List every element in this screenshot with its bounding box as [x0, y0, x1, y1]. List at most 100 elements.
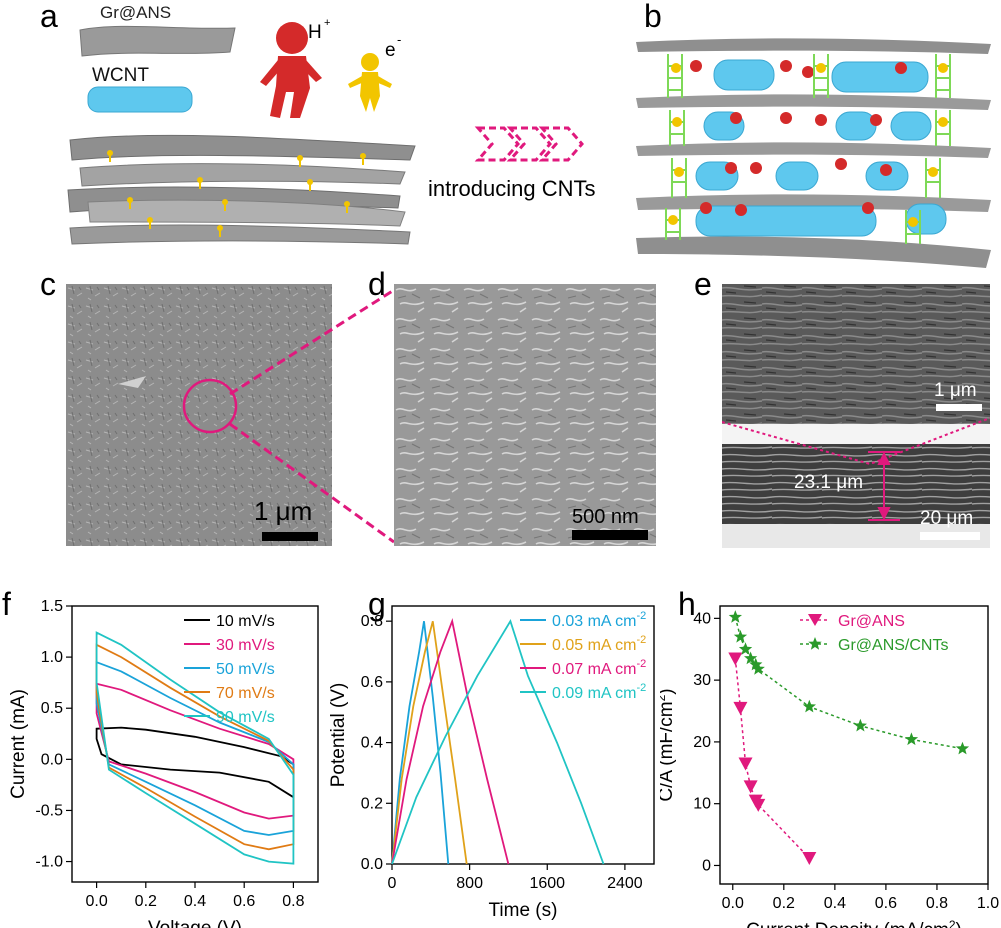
data-point-h-1: [955, 741, 970, 755]
y-tick-label-f: 1.0: [41, 649, 63, 666]
panel-letter-c: c: [40, 266, 56, 302]
chevron-arrows-icon: [474, 126, 584, 162]
y-tick-label-f: 0.5: [41, 700, 63, 717]
legend-label-f-3: 70 mV/s: [216, 685, 275, 702]
legend-label-g-3: 0.09 mA cm-2: [552, 682, 646, 702]
y-tick-label-f: -0.5: [35, 802, 63, 819]
x-axis-label-f: Voltage (V): [148, 918, 242, 928]
panel-letter-g: g: [368, 586, 386, 622]
data-point-h-1: [744, 651, 758, 665]
y-axis-label-f: Current (mA): [8, 689, 29, 799]
data-point-h-1: [853, 718, 867, 732]
y-tick-label-f: -1.0: [35, 854, 63, 871]
legend-label-g-1: 0.05 mA cm-2: [552, 634, 646, 654]
scalebar-label-c: 1 μm: [254, 496, 313, 526]
y-axis-label-g: Potential (V): [330, 683, 349, 788]
x-tick-label-h: 0.4: [824, 895, 846, 912]
y-tick-label-g: 0.6: [361, 674, 383, 691]
x-tick-label-h: 0.2: [773, 895, 795, 912]
stacked-sheets-icon: [67, 134, 416, 245]
x-tick-label-h: 1.0: [977, 895, 999, 912]
legend-label-g-2: 0.07 mA cm-2: [552, 658, 646, 678]
y-tick-label-h: 0: [702, 857, 711, 874]
scalebar-label-e-bottom: 20 μm: [920, 508, 974, 529]
data-point-h-0: [728, 652, 743, 666]
legend-label-f-4: 90 mV/s: [216, 709, 275, 726]
layered-sheets-icon: [636, 38, 991, 268]
y-axis-label-h: C/A (mF/cm2): [660, 688, 677, 801]
chart-h: 0.0 0.2 0.4 0.6 0.8 1.0 0 10 20 30 40 Current Densi…: [660, 605, 999, 928]
electron-label: e: [385, 40, 396, 61]
series-line-g-3: [391, 619, 605, 865]
x-tick-label-f: 0.6: [233, 893, 255, 910]
y-tick-label-h: 40: [693, 610, 711, 627]
sheet-label: Gr@ANS: [100, 3, 171, 22]
plot-frame-f: [71, 605, 319, 883]
y-tick-label-g: 0.2: [361, 795, 383, 812]
chart-f: 0.0 0.2 0.4 0.6 0.8 -1.0 -0.5 0.0 0.5 1.0 1.5 Volta…: [8, 598, 319, 928]
y-tick-label-g: 0.0: [361, 856, 383, 873]
thickness-label: 23.1 μm: [794, 472, 864, 493]
data-point-h-1: [751, 662, 765, 675]
series-line-f-2: [95, 660, 295, 836]
data-point-h-1: [738, 642, 753, 655]
zoom-circle: [182, 378, 238, 434]
legend-label-f-0: 10 mV/s: [216, 613, 275, 630]
legend-marker-h-1: [808, 637, 822, 650]
graphene-sheet-icon: [79, 25, 236, 57]
panel-letter-d: d: [368, 266, 386, 302]
sem-image-e: [722, 284, 990, 548]
data-point-h-0: [802, 852, 817, 866]
x-tick-label-g: 2400: [607, 875, 643, 892]
sem-image-c: [66, 284, 332, 546]
data-point-h-0: [738, 757, 753, 771]
panel-letter-h: h: [678, 586, 696, 622]
electron-figures-icon: [668, 63, 948, 227]
x-tick-label-h: 0.8: [926, 895, 948, 912]
scalebar-e-top: [936, 404, 982, 411]
x-tick-label-f: 0.8: [282, 893, 304, 910]
y-tick-label-h: 20: [693, 734, 711, 751]
plot-frame-h: [719, 605, 989, 885]
proton-label: H: [308, 22, 322, 43]
electron-sup: -: [397, 32, 401, 47]
chart-g: 0 800 1600 2400 0.0 0.2 0.4 0.6 0.8 Time (s) Poten…: [330, 605, 655, 921]
legend-label-f-1: 30 mV/s: [216, 637, 275, 654]
scalebar-d: [572, 530, 648, 540]
x-tick-label-g: 1600: [529, 875, 565, 892]
panel-letter-f: f: [2, 586, 11, 622]
x-tick-label-g: 0: [388, 875, 397, 892]
x-tick-label-f: 0.4: [184, 893, 206, 910]
series-line-g-0: [391, 621, 450, 865]
legend-label-h-1: Gr@ANS/CNTs: [838, 637, 948, 654]
data-point-h-1: [749, 657, 763, 671]
electron-figure-icon: [348, 53, 392, 112]
x-axis-label-g: Time (s): [489, 900, 558, 921]
scalebar-c: [262, 532, 318, 541]
x-tick-label-f: 0.2: [135, 893, 157, 910]
y-tick-label-g: 0.8: [361, 613, 383, 630]
legend-label-f-2: 50 mV/s: [216, 661, 275, 678]
legend-label-g-0: 0.03 mA cm-2: [552, 610, 646, 630]
wcnt-tube-icon: [87, 86, 193, 113]
proton-sup: +: [324, 17, 330, 29]
plot-frame-g: [391, 605, 655, 865]
y-tick-label-h: 30: [693, 672, 711, 689]
y-tick-label-f: 1.5: [41, 598, 63, 615]
x-tick-label-g: 800: [456, 875, 483, 892]
tube-label: WCNT: [92, 65, 149, 86]
x-tick-label-h: 0.6: [875, 895, 897, 912]
panel-a-schematic: Gr@ANS WCNT H + e -: [67, 3, 416, 245]
series-line-f-4: [95, 631, 295, 865]
data-point-h-0: [733, 701, 748, 715]
x-tick-label-h: 0.0: [722, 895, 744, 912]
series-line-f-3: [95, 643, 295, 851]
panel-letter-b: b: [644, 0, 662, 34]
arrow-caption: introducing CNTs: [428, 176, 596, 201]
ladder-icon: [665, 54, 951, 244]
proton-figure-icon: [260, 22, 322, 118]
y-tick-label-h: 10: [693, 796, 711, 813]
y-tick-label-g: 0.4: [361, 735, 383, 752]
panel-letter-e: e: [694, 266, 712, 302]
legend-marker-h-0: [808, 614, 822, 626]
